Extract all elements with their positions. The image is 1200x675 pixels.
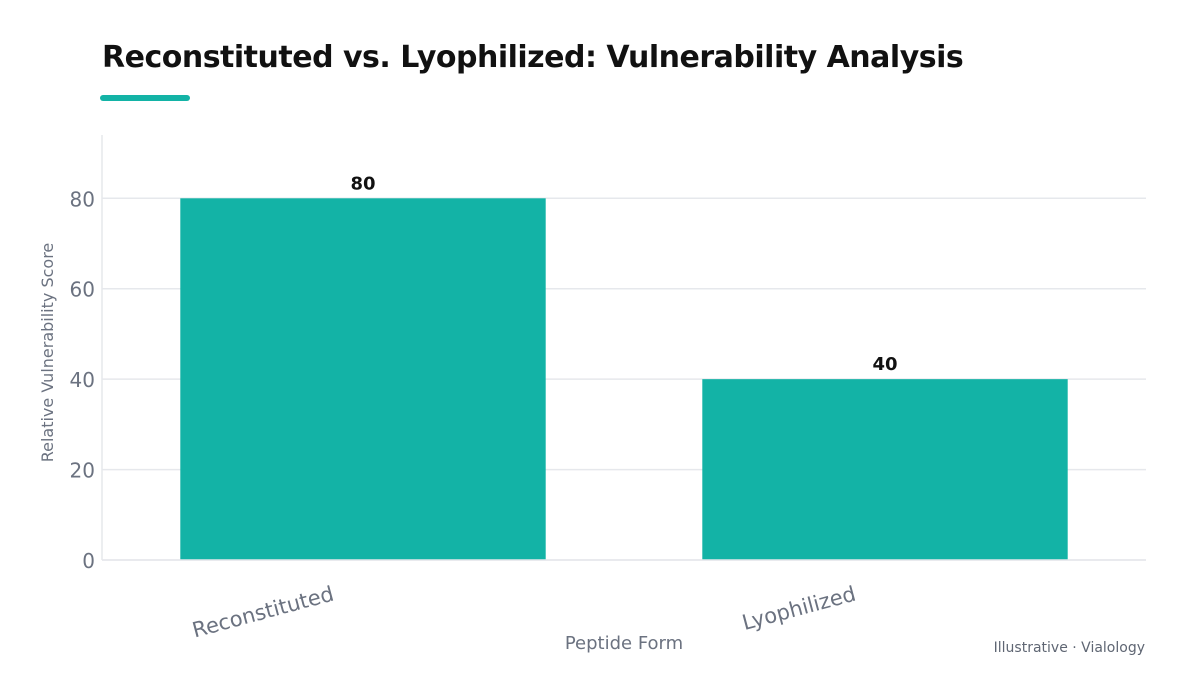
y-tick-label-40: 40 — [70, 368, 95, 392]
title-accent-bar — [100, 95, 190, 101]
y-tick-label-60: 60 — [70, 278, 95, 302]
bar-layer — [180, 198, 1068, 561]
x-tick-labels: Reconstituted Lyophilized — [190, 582, 859, 643]
bar-lyophilized — [702, 379, 1068, 560]
y-tick-label-80: 80 — [70, 187, 95, 211]
x-axis-title: Peptide Form — [565, 633, 683, 654]
data-label-lyophilized: 40 — [872, 354, 897, 375]
y-tick-label-0: 0 — [82, 549, 95, 573]
y-axis-title: Relative Vulnerability Score — [38, 243, 57, 463]
bar-reconstituted — [180, 198, 546, 561]
data-label-reconstituted: 80 — [350, 173, 375, 194]
chart-title: Reconstituted vs. Lyophilized: Vulnerabi… — [102, 40, 964, 75]
y-tick-labels: 0 20 40 60 80 — [70, 187, 95, 573]
x-tick-label-lyophilized: Lyophilized — [740, 582, 859, 635]
y-tick-label-20: 20 — [70, 459, 95, 483]
source-note: Illustrative · Vialology — [993, 640, 1145, 656]
x-tick-label-reconstituted: Reconstituted — [190, 582, 337, 643]
data-labels: 80 40 — [350, 173, 897, 375]
axis-layer — [101, 135, 1146, 561]
